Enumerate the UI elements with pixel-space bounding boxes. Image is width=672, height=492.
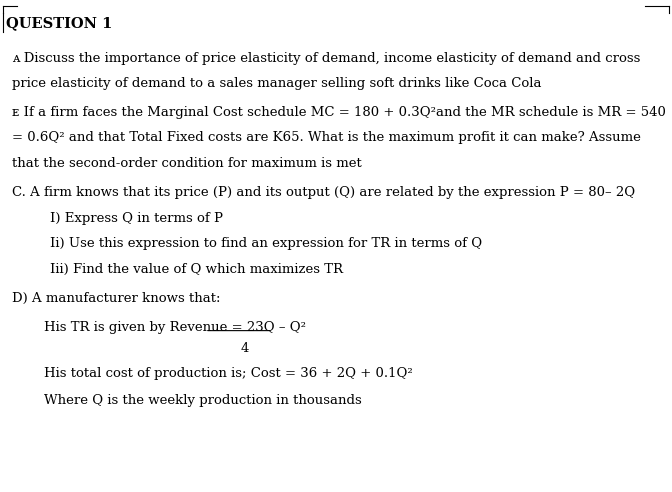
Text: C. A firm knows that its price (P) and its output (Q) are related by the express: C. A firm knows that its price (P) and i… <box>12 186 635 199</box>
Text: His TR is given by Revenue = 23Q – Q²: His TR is given by Revenue = 23Q – Q² <box>44 321 306 334</box>
Text: D) A manufacturer knows that:: D) A manufacturer knows that: <box>12 292 220 305</box>
Text: Where Q is the weekly production in thousands: Where Q is the weekly production in thou… <box>44 394 362 406</box>
Text: price elasticity of demand to a sales manager selling soft drinks like Coca Cola: price elasticity of demand to a sales ma… <box>12 77 542 90</box>
Text: = 0.6Q² and that Total Fixed costs are K65. What is the maximum profit it can ma: = 0.6Q² and that Total Fixed costs are K… <box>12 131 641 144</box>
Text: Ii) Use this expression to find an expression for TR in terms of Q: Ii) Use this expression to find an expre… <box>50 237 482 250</box>
Text: ᴀ Discuss the importance of price elasticity of demand, income elasticity of dem: ᴀ Discuss the importance of price elasti… <box>12 52 640 64</box>
Text: 4: 4 <box>241 342 249 355</box>
Text: that the second-order condition for maximum is met: that the second-order condition for maxi… <box>12 157 362 170</box>
Text: ᴇ If a firm faces the Marginal Cost schedule MC = 180 + 0.3Q²and the MR schedule: ᴇ If a firm faces the Marginal Cost sche… <box>12 106 666 119</box>
Text: Iii) Find the value of Q which maximizes TR: Iii) Find the value of Q which maximizes… <box>50 263 343 276</box>
Text: QUESTION 1: QUESTION 1 <box>6 16 112 30</box>
Text: His total cost of production is; Cost = 36 + 2Q + 0.1Q²: His total cost of production is; Cost = … <box>44 367 413 379</box>
Text: I) Express Q in terms of P: I) Express Q in terms of P <box>50 212 223 224</box>
